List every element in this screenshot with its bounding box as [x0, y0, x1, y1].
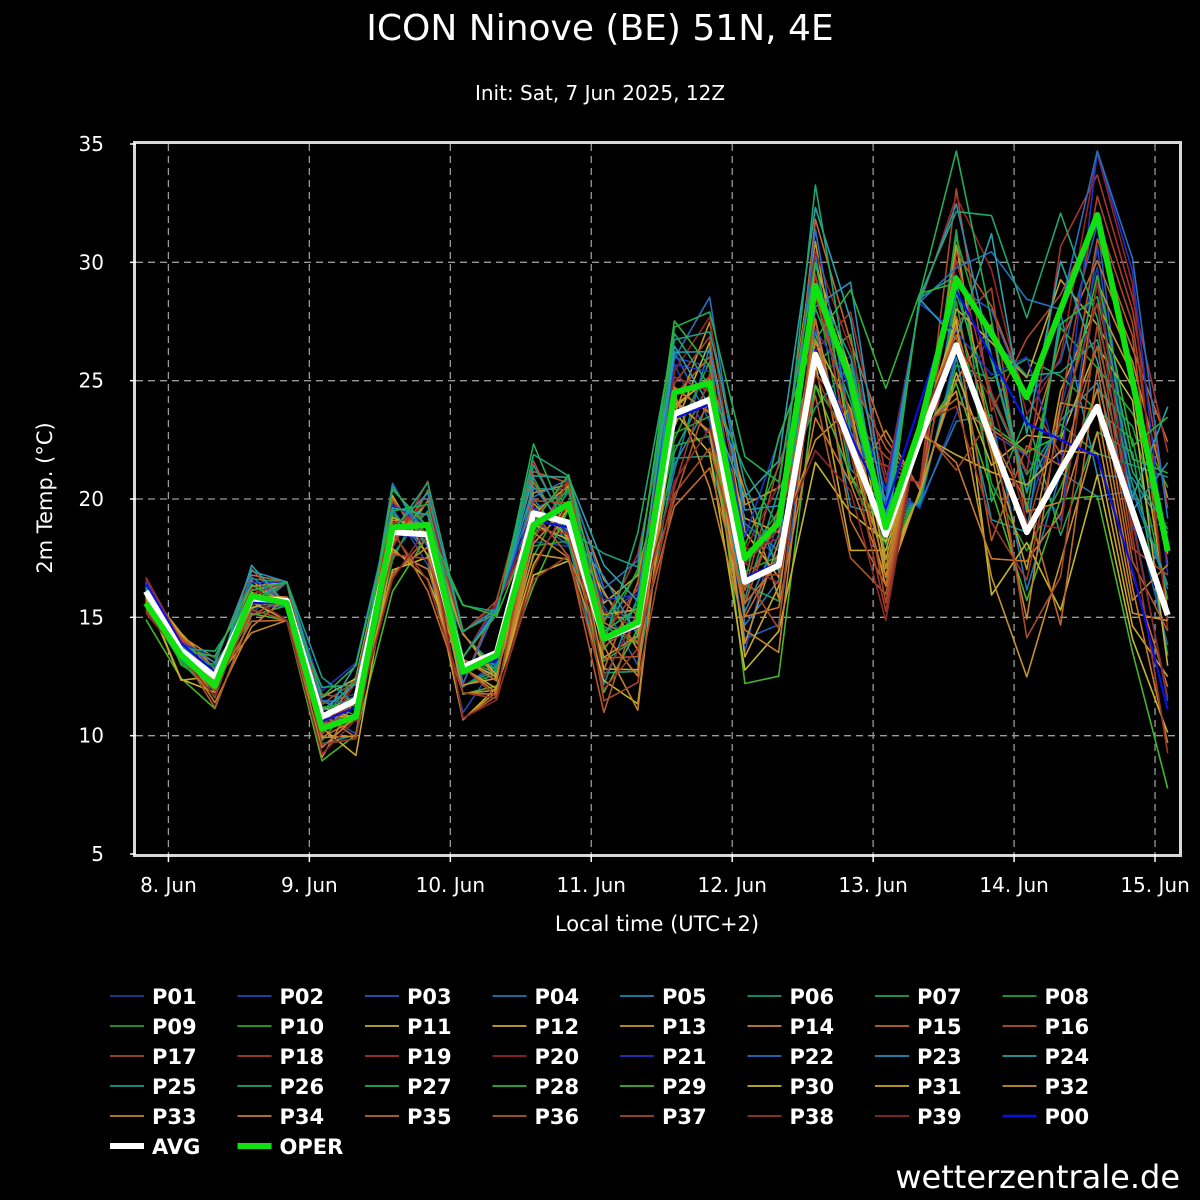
legend-label-p19: P19: [407, 1045, 452, 1069]
brand-watermark: wetterzentrale.de: [895, 1158, 1180, 1196]
legend-label-p06: P06: [790, 985, 835, 1009]
legend-label-p21: P21: [662, 1045, 707, 1069]
legend-label-p26: P26: [280, 1075, 325, 1099]
series-line-p22: [145, 150, 1169, 704]
series-line-p38: [145, 302, 1169, 754]
y-tick-label: 25: [79, 369, 104, 393]
y-tick-label: 30: [79, 250, 104, 274]
x-tick-label: 10. Jun: [416, 873, 485, 897]
series-line-oper: [143, 212, 1171, 732]
y-tick-label: 35: [79, 132, 104, 156]
legend-label-p23: P23: [917, 1045, 962, 1069]
legend-label-p16: P16: [1045, 1015, 1090, 1039]
legend-label-p38: P38: [790, 1105, 835, 1129]
legend-label-p07: P07: [917, 985, 962, 1009]
legend-label-p05: P05: [662, 985, 707, 1009]
x-axis-ticks: 8. Jun 9. Jun 10. Jun 11. Jun 12. Jun 13. Jun…: [140, 854, 1190, 897]
legend-label-p37: P37: [662, 1105, 707, 1129]
chart-subtitle: Init: Sat, 7 Jun 2025, 12Z: [475, 81, 725, 105]
legend-label-p30: P30: [790, 1075, 835, 1099]
y-tick-label: 15: [79, 605, 104, 629]
legend-label-p13: P13: [662, 1015, 707, 1039]
legend-label-p04: P04: [535, 985, 580, 1009]
legend-label-p31: P31: [917, 1075, 962, 1099]
x-tick-label: 13. Jun: [838, 873, 907, 897]
legend-label-p20: P20: [535, 1045, 580, 1069]
y-tick-label: 5: [91, 842, 104, 866]
legend-label-p11: P11: [407, 1015, 452, 1039]
series-line-p26: [145, 184, 1169, 689]
legend-label-oper: OPER: [280, 1135, 344, 1159]
y-tick-label: 20: [79, 487, 104, 511]
legend-label-p25: P25: [152, 1075, 197, 1099]
legend-label-p36: P36: [535, 1105, 580, 1129]
legend-label-p12: P12: [535, 1015, 580, 1039]
legend-label-p28: P28: [535, 1075, 580, 1099]
x-tick-label: 9. Jun: [281, 873, 338, 897]
legend-label-p33: P33: [152, 1105, 197, 1129]
series-line-p39: [145, 280, 1169, 755]
y-tick-label: 10: [79, 724, 104, 748]
legend-label-p15: P15: [917, 1015, 962, 1039]
legend-label-p14: P14: [790, 1015, 835, 1039]
legend-label-p01: P01: [152, 985, 197, 1009]
legend-label-avg: AVG: [152, 1135, 200, 1159]
x-axis-label: Local time (UTC+2): [555, 912, 759, 936]
legend-label-p03: P03: [407, 985, 452, 1009]
legend-label-p24: P24: [1045, 1045, 1090, 1069]
legend-label-p02: P02: [280, 985, 325, 1009]
grid-lines: [136, 144, 1179, 854]
legend-label-p10: P10: [280, 1015, 325, 1039]
legend-label-p08: P08: [1045, 985, 1090, 1009]
x-tick-label: 15. Jun: [1120, 873, 1189, 897]
legend-label-p29: P29: [662, 1075, 707, 1099]
legend: P01 P02 P03 P04 P05 P06 P07 P08 P09 P10 P11 P12 P13 P…: [110, 985, 1089, 1159]
legend-label-p34: P34: [280, 1105, 325, 1129]
legend-label-p32: P32: [1045, 1075, 1090, 1099]
legend-label-p22: P22: [790, 1045, 835, 1069]
y-axis-label: 2m Temp. (°C): [33, 422, 57, 573]
legend-label-p27: P27: [407, 1075, 452, 1099]
legend-label-p39: P39: [917, 1105, 962, 1129]
chart-title: ICON Ninove (BE) 51N, 4E: [366, 8, 833, 49]
legend-label-p00: P00: [1045, 1105, 1090, 1129]
main-series: [143, 212, 1171, 732]
x-tick-label: 8. Jun: [140, 873, 197, 897]
legend-label-p18: P18: [280, 1045, 325, 1069]
x-tick-label: 14. Jun: [979, 873, 1048, 897]
x-tick-label: 12. Jun: [697, 873, 766, 897]
legend-label-p17: P17: [152, 1045, 197, 1069]
legend-label-p35: P35: [407, 1105, 452, 1129]
legend-label-p09: P09: [152, 1015, 197, 1039]
series-line-p27: [145, 150, 1168, 699]
y-axis-ticks: 5 10 15 20 25 30 35: [79, 132, 136, 866]
x-tick-label: 11. Jun: [557, 873, 626, 897]
